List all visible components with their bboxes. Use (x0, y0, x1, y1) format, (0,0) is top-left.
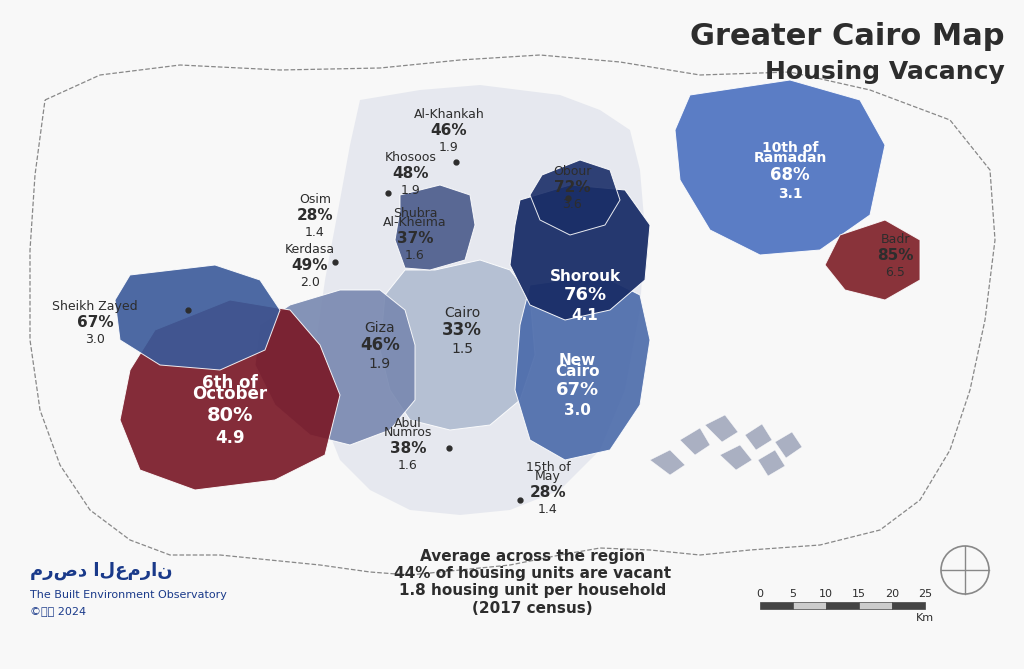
Text: 80%: 80% (207, 405, 253, 425)
Text: 1.9: 1.9 (401, 184, 421, 197)
Text: 48%: 48% (393, 165, 429, 181)
Text: 72%: 72% (554, 179, 590, 195)
Text: 1.6: 1.6 (398, 459, 418, 472)
Text: Greater Cairo Map: Greater Cairo Map (690, 22, 1005, 51)
Polygon shape (825, 220, 920, 300)
Polygon shape (315, 85, 645, 515)
Text: 1.4: 1.4 (539, 503, 558, 516)
Text: 46%: 46% (360, 336, 400, 354)
Polygon shape (745, 424, 772, 450)
Text: 5: 5 (790, 589, 797, 599)
Text: Giza: Giza (365, 321, 395, 335)
Text: 15: 15 (852, 589, 866, 599)
Text: Shorouk: Shorouk (550, 269, 621, 284)
Text: 3.1: 3.1 (777, 187, 803, 201)
Text: 67%: 67% (555, 381, 599, 399)
Text: 1.6: 1.6 (406, 249, 425, 262)
Text: 46%: 46% (431, 122, 467, 138)
Text: 15th of: 15th of (525, 461, 570, 474)
Polygon shape (510, 185, 650, 320)
Text: Osim: Osim (299, 193, 331, 206)
Polygon shape (650, 450, 685, 475)
Text: 1.9: 1.9 (439, 141, 459, 154)
Text: 33%: 33% (442, 321, 482, 339)
Polygon shape (115, 265, 280, 370)
Text: 0: 0 (757, 589, 764, 599)
Text: 4.9: 4.9 (215, 429, 245, 448)
Text: 20: 20 (885, 589, 899, 599)
Text: Khosoos: Khosoos (385, 151, 437, 164)
Text: October: October (193, 385, 267, 403)
Polygon shape (675, 80, 885, 255)
Bar (826, 602, 859, 609)
Text: 37%: 37% (396, 231, 433, 246)
Text: 67%: 67% (77, 314, 114, 330)
Text: New: New (558, 353, 596, 369)
Polygon shape (720, 445, 752, 470)
Polygon shape (705, 415, 738, 442)
Polygon shape (120, 300, 340, 490)
Polygon shape (255, 290, 415, 445)
Text: 3.0: 3.0 (563, 403, 591, 418)
Text: 4.1: 4.1 (571, 308, 598, 323)
Text: 1.5: 1.5 (451, 342, 473, 356)
Text: Badr: Badr (881, 233, 909, 246)
Text: May: May (536, 470, 561, 483)
Text: 68%: 68% (770, 166, 810, 184)
Bar (760, 602, 793, 609)
Polygon shape (530, 160, 620, 235)
Text: Cairo: Cairo (555, 364, 599, 379)
Text: 25: 25 (918, 589, 932, 599)
Bar (793, 602, 826, 609)
Polygon shape (380, 260, 535, 430)
Text: 1.4: 1.4 (305, 226, 325, 239)
Text: مرصد العمران: مرصد العمران (30, 562, 173, 580)
Polygon shape (515, 275, 650, 460)
Text: Obour: Obour (553, 165, 591, 178)
Text: Cairo: Cairo (443, 306, 480, 320)
Text: Ramadan: Ramadan (754, 151, 826, 165)
Text: Abul: Abul (394, 417, 422, 430)
Polygon shape (775, 432, 802, 458)
Text: 38%: 38% (390, 440, 426, 456)
Text: Numros: Numros (384, 426, 432, 439)
Text: ©ⓈⓂ 2024: ©ⓈⓂ 2024 (30, 606, 86, 616)
Polygon shape (758, 450, 785, 476)
Text: 10th of: 10th of (762, 141, 818, 155)
Text: Km: Km (915, 613, 934, 623)
Text: Shubra: Shubra (393, 207, 437, 220)
Text: 28%: 28% (297, 207, 334, 223)
Polygon shape (395, 185, 475, 270)
Text: 3.0: 3.0 (85, 333, 104, 346)
Bar (859, 602, 892, 609)
Text: Sheikh Zayed: Sheikh Zayed (52, 300, 138, 313)
Text: Al-Khankah: Al-Khankah (414, 108, 484, 121)
Text: Al-Kheima: Al-Kheima (383, 216, 446, 229)
Bar (892, 602, 925, 609)
Text: 2.0: 2.0 (300, 276, 319, 289)
Text: 6.5: 6.5 (885, 266, 905, 279)
Text: 6th of: 6th of (202, 373, 258, 391)
Text: Average across the region
44% of housing units are vacant
1.8 housing unit per h: Average across the region 44% of housing… (394, 549, 671, 615)
Text: 1.9: 1.9 (369, 357, 391, 371)
Text: Kerdasa: Kerdasa (285, 243, 335, 256)
Text: 10: 10 (819, 589, 833, 599)
Text: 49%: 49% (292, 258, 329, 272)
Polygon shape (680, 428, 710, 455)
Text: 3.6: 3.6 (562, 198, 582, 211)
Text: The Built Environment Observatory: The Built Environment Observatory (30, 590, 227, 600)
Text: 85%: 85% (877, 248, 913, 262)
Text: 28%: 28% (529, 484, 566, 500)
Text: 76%: 76% (563, 286, 606, 304)
Text: Housing Vacancy: Housing Vacancy (765, 60, 1005, 84)
